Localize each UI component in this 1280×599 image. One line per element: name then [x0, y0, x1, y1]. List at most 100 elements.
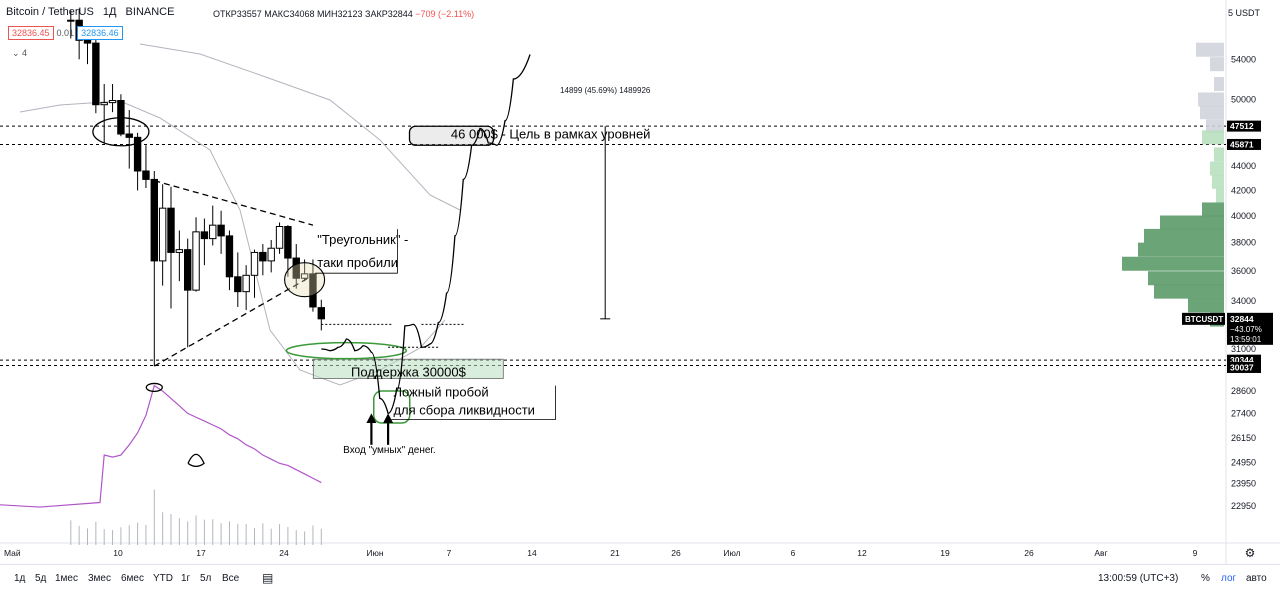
- tf-1d[interactable]: 1д: [14, 573, 26, 584]
- measure-label: 14899 (45.69%) 1489926: [560, 86, 651, 95]
- time-tick: 7: [447, 548, 452, 558]
- symbol-badge-bg: [1182, 312, 1225, 325]
- smart-money-label: Вход "умных" денег.: [343, 445, 435, 456]
- close-value: 32844: [387, 9, 413, 19]
- bid-ask: 32836.45 0.01 32836.46: [8, 26, 123, 40]
- volume-profile-bar: [1210, 161, 1224, 176]
- candle-down: [217, 224, 225, 237]
- triangle-label-line2: таки пробили: [317, 255, 398, 270]
- candles: [67, 8, 326, 367]
- time-axis: Май 10 17 24 Июн 7 14 21 26 Июл 6 12 19 26 Авг 9 ⚙: [4, 546, 1255, 560]
- candle-down: [292, 257, 300, 279]
- volume-profile-bar: [1216, 188, 1224, 203]
- volume-ma-line: [0, 384, 322, 508]
- candle-down: [184, 249, 192, 291]
- support-ring: [285, 341, 408, 360]
- tf-all[interactable]: Все: [222, 573, 240, 584]
- candle-up: [275, 225, 284, 249]
- candle-up: [108, 100, 117, 104]
- price-tick: 36000: [1231, 266, 1256, 276]
- breakout-circle: [284, 262, 326, 298]
- bollinger-bands: [19, 43, 461, 386]
- tf-ytd[interactable]: YTD: [153, 573, 173, 584]
- grid: [0, 0, 1280, 564]
- tf-6m[interactable]: 6мес: [121, 573, 144, 584]
- time-tick: 10: [113, 548, 123, 558]
- candle-up: [175, 249, 184, 253]
- candle-up: [242, 274, 250, 293]
- change-value: −709 (−2.11%): [415, 9, 475, 19]
- candle-down: [125, 133, 133, 138]
- badge-45871-bg: [1227, 138, 1261, 150]
- hand-drawings: 14899 (45.69%) 1489926 46 000$ - Цель в р…: [92, 54, 651, 468]
- circle-marker: [92, 117, 150, 147]
- horizontal-levels: [0, 125, 1226, 366]
- false-break-line2: для сбора ликвидности: [393, 403, 534, 418]
- candle-down: [225, 235, 234, 278]
- interval-label[interactable]: 1Д: [102, 6, 117, 18]
- time-tick: 26: [671, 548, 681, 558]
- volume-profile-bar: [1210, 57, 1224, 72]
- candle-down: [92, 42, 100, 106]
- volume-profile-bar: [1214, 147, 1224, 162]
- candle-down: [259, 251, 267, 262]
- candle-up: [192, 231, 200, 291]
- price-tick: 44000: [1231, 161, 1256, 171]
- tf-1y[interactable]: 1г: [181, 573, 191, 584]
- volume-profile-bar: [1202, 130, 1224, 145]
- volume-profile-bar: [1160, 215, 1224, 230]
- time-tick: 19: [940, 548, 950, 558]
- price-tick: 28600: [1231, 386, 1256, 396]
- candle-up: [100, 102, 108, 106]
- support-zone: [312, 358, 504, 379]
- tf-5y[interactable]: 5л: [200, 573, 212, 584]
- candle-down: [317, 307, 326, 320]
- symbol-name[interactable]: Bitcoin / TetherUS: [6, 6, 94, 18]
- symbol-badge: BTCUSDT: [1185, 315, 1223, 324]
- price-tick: 38000: [1231, 238, 1256, 248]
- badge-30037: 30037: [1230, 362, 1254, 372]
- spread-value: 0.01: [56, 28, 75, 38]
- price-tick: 24950: [1231, 457, 1256, 467]
- time-tick: 9: [1193, 548, 1198, 558]
- candle-up: [267, 247, 275, 262]
- volume-profile-bar: [1200, 105, 1224, 120]
- price-badge-bg: [1227, 312, 1273, 345]
- projected-path: [321, 54, 531, 415]
- small-scribble: [145, 382, 163, 393]
- price-badge-value: 32844: [1230, 314, 1254, 324]
- time-tick: 21: [610, 548, 620, 558]
- candle-up: [300, 273, 309, 279]
- time-tick: Авг: [1094, 548, 1107, 558]
- badge-47512-bg: [1227, 120, 1261, 132]
- indicator-toggle[interactable]: ⌄ 4: [12, 48, 28, 58]
- tf-5d[interactable]: 5д: [35, 573, 47, 584]
- tf-1m[interactable]: 1мес: [55, 573, 78, 584]
- volume-profile-bar: [1122, 256, 1224, 271]
- candle-up: [209, 224, 217, 240]
- log-toggle[interactable]: лог: [1221, 573, 1237, 584]
- false-break-bracket: [391, 385, 556, 420]
- candle-up: [158, 207, 167, 262]
- volume-profile-bar: [1212, 174, 1224, 189]
- volume-profile-bar: [1138, 242, 1224, 257]
- auto-toggle[interactable]: авто: [1246, 573, 1267, 584]
- calendar-icon[interactable]: ▤: [262, 571, 274, 585]
- price-tick: 31000: [1231, 344, 1256, 354]
- time-tick: 14: [527, 548, 537, 558]
- low-value: 32123: [337, 9, 363, 19]
- percent-toggle[interactable]: %: [1201, 573, 1210, 584]
- exchange-label: BINANCE: [125, 6, 175, 18]
- arrow-up-left-head: [366, 413, 377, 424]
- candle-down: [284, 225, 292, 259]
- sell-button[interactable]: 32836.45: [8, 26, 54, 40]
- badge-30344-bg: [1227, 354, 1261, 366]
- badge-30344: 30344: [1230, 355, 1254, 365]
- bottom-toolbar: 1д 5д 1мес 3мес 6мес YTD 1г 5л Все ▤ 13:…: [0, 564, 1280, 595]
- tf-3m[interactable]: 3мес: [88, 573, 111, 584]
- buy-button[interactable]: 32836.46: [77, 26, 123, 40]
- close-label: ЗАКР: [365, 9, 388, 19]
- candle-down: [150, 178, 159, 262]
